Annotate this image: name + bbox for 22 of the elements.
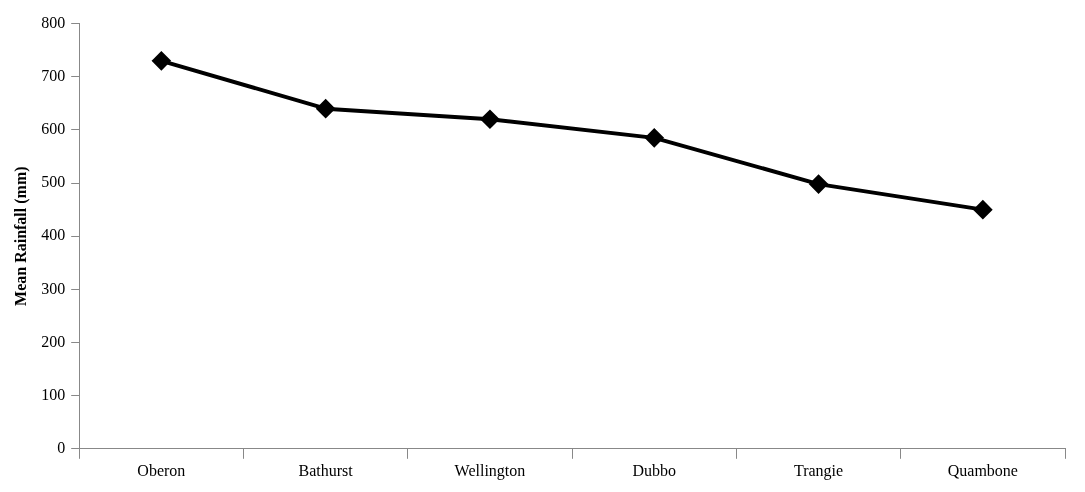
point bbox=[152, 51, 171, 70]
x-tick-label: Trangie bbox=[793, 461, 844, 480]
y-axis-title: Mean Rainfall (mm) bbox=[11, 166, 30, 306]
point bbox=[480, 110, 499, 129]
y-tick-label: 0 bbox=[57, 439, 66, 456]
x-tick-label: Wellington bbox=[454, 461, 526, 480]
x-tick-label: Oberon bbox=[137, 461, 186, 479]
y-tick-label: 500 bbox=[41, 173, 66, 191]
point bbox=[973, 200, 992, 219]
x-tick-label: Bathurst bbox=[298, 461, 354, 479]
y-tick-label: 800 bbox=[41, 13, 66, 31]
y-tick-label: 700 bbox=[41, 66, 66, 84]
point bbox=[316, 99, 335, 118]
y-tick-label: 100 bbox=[41, 385, 66, 403]
x-tick-label: Quambone bbox=[947, 461, 1018, 479]
x-tick-label: Dubbo bbox=[632, 461, 677, 479]
y-tick-label: 600 bbox=[41, 120, 66, 138]
point bbox=[809, 175, 828, 194]
y-tick-label: 200 bbox=[41, 332, 66, 350]
point bbox=[645, 128, 664, 147]
y-tick-label: 300 bbox=[41, 279, 66, 297]
y-tick-label: 400 bbox=[41, 226, 66, 244]
